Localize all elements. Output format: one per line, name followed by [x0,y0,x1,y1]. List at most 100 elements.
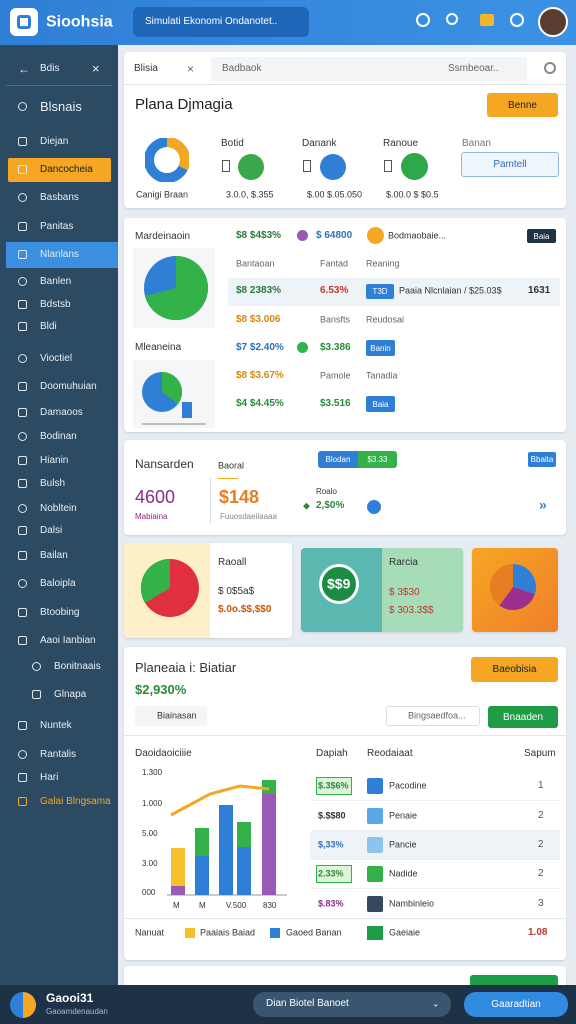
icon-bell[interactable] [510,13,524,27]
cell: 1631 [528,285,551,296]
card-note: $.0o.$$,$$0 [218,604,272,615]
card-note: $ 303.3$$ [389,605,434,616]
nav-item[interactable]: Btoobing [40,607,80,618]
legend-item: Gaeiaie [389,927,421,938]
item-icon [18,382,27,391]
toggle-right[interactable]: $3.33 [358,451,397,468]
close-icon[interactable]: × [92,61,100,77]
active-item[interactable] [8,158,111,182]
nav-item[interactable]: Vioctiel [40,353,73,364]
nav-item[interactable]: Bodinan [40,431,77,442]
icon-mail[interactable] [480,14,494,26]
back-icon[interactable]: ← [18,61,30,76]
dot [367,500,381,514]
nav-item[interactable]: Hari [40,772,59,783]
green-button[interactable]: Bnaaden [488,706,558,728]
pie-chart [144,256,208,320]
nav-item[interactable]: Damaoos [40,407,83,418]
cell: $7 $2.40% [236,342,284,353]
badge: Baia [527,229,556,243]
nav-item[interactable]: Basbans [40,192,79,203]
action-button[interactable]: Baeobisia [471,657,558,682]
search-field[interactable] [211,57,527,81]
cell: Reudosai [366,314,405,325]
tag: Baia [366,396,395,412]
nav-item[interactable]: Nuntek [40,720,72,731]
column-header: Dapiah [316,748,348,759]
cell: Nadide [389,868,418,879]
item-icon [18,526,27,535]
column-header: Sapum [524,748,556,759]
cell: 2 [538,839,544,850]
green-button[interactable] [470,975,558,985]
dot [297,342,308,353]
settings-icon[interactable] [544,62,556,74]
select[interactable] [253,992,451,1017]
logo-icon[interactable] [10,8,38,36]
nav-item[interactable]: Glnapa [54,689,87,700]
row-icon [367,866,383,882]
toggle-left[interactable]: Blodan [318,451,358,468]
row-divider [312,888,560,889]
cell: $.$$80 [318,810,346,821]
row-icon [367,837,383,853]
cell: $3.386 [320,342,351,353]
avatar[interactable] [538,7,568,37]
nav-item[interactable]: Rantalis [40,749,77,760]
cell: 2 [538,868,544,879]
cell: 3 [538,898,544,909]
active-item[interactable] [6,242,118,268]
tab-close[interactable]: × [187,61,195,76]
search-text: Badbaok [222,63,262,74]
nav-item[interactable]: Baloipla [40,578,76,589]
nav-item[interactable]: Bulsh [40,478,66,489]
cell: Tanadia [366,370,398,381]
nav-item[interactable]: Dalsi [40,525,63,536]
nav-item[interactable]: Bldi [40,321,57,332]
metric: Bodmaobaie... [388,230,447,241]
nav-item[interactable]: Nobltein [40,503,77,514]
donut-label: Canigi Braan [136,189,189,200]
item-icon [18,721,27,730]
nav-item[interactable]: Bdstsb [40,299,71,310]
divider [124,918,566,919]
chevron[interactable]: » [539,496,547,513]
nav-item[interactable]: Blsnais [40,99,82,115]
search-hint: Ssmbeoar.. [448,63,499,74]
nav-item[interactable]: Hianin [40,455,69,466]
nav-item[interactable]: Nlanlans [40,249,79,260]
nav-item[interactable]: Galai Blngsama [40,796,111,807]
outline-button[interactable]: Pamtell [461,152,559,177]
primary-button[interactable]: Benne [487,93,558,117]
nav-item[interactable]: Bonitnaais [54,661,101,672]
nav-item[interactable]: Diejan [40,136,69,147]
nav-item[interactable]: Dancocheia [40,164,93,175]
nav-item[interactable]: Panitas [40,221,74,232]
search-box[interactable] [133,7,309,37]
nav-item[interactable]: Aaoi Ianbian [40,635,96,646]
nav-item[interactable]: Doomuhuian [40,381,97,392]
note: Fuuosdaeilaaaa [220,512,277,522]
footer-button[interactable]: Gaaradtian [464,992,568,1017]
search-field[interactable] [135,706,207,726]
sidebar: ← Bdis × Blsnais Diejan Dancocheia Basbans P… [0,45,118,985]
logo-text: Sioohsia [46,13,113,31]
nav-item[interactable]: Bailan [40,550,68,561]
nav-item[interactable]: Banlen [40,276,72,287]
x-label: V.500 [226,901,247,911]
icon-globe[interactable] [416,13,430,27]
total: $2,930% [135,682,187,698]
pie-slice [140,558,170,603]
y-label: 000 [142,888,156,898]
item-icon [18,193,27,202]
icon-search[interactable] [446,13,458,25]
search-field[interactable] [386,706,480,726]
divider [124,735,566,736]
bar [171,886,185,895]
stat-badge [320,154,346,180]
app-icon[interactable] [10,992,36,1018]
tab[interactable]: Blisia [134,63,158,74]
cell: Pamole [320,370,351,381]
